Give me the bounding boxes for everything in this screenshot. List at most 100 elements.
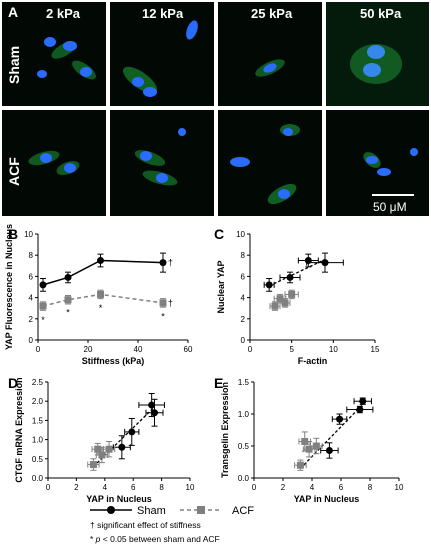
panel-letter-b: B — [8, 226, 19, 242]
chart-b-acf-line — [42, 293, 164, 307]
chart-e-y-tick-label-2: 1.0 — [238, 410, 250, 419]
chart-e-sham-point-2 — [356, 406, 364, 414]
micrograph-sham-2kpa — [2, 2, 106, 106]
chart-e-acf-point-0 — [296, 461, 304, 469]
chart-c-y-tick-label-2: 4 — [241, 294, 246, 303]
legend-note-star: * — [90, 534, 96, 544]
chart-c-acf-point-0 — [271, 302, 279, 310]
chart-b-x-tick-label-3: 60 — [184, 345, 193, 354]
chart-b-y-tick-label-5: 10 — [24, 230, 33, 239]
chart-b-y-tick-label-1: 2 — [29, 315, 34, 324]
scale-bar — [372, 194, 414, 196]
chart-b-annotation-3: * — [66, 307, 70, 317]
chart-d-x-tick-label-4: 8 — [159, 483, 164, 492]
chart-d-ylabel: CTGF mRNA Expression — [14, 377, 24, 482]
panel-letter-e: E — [214, 375, 224, 391]
chart-d-x-tick-label-1: 2 — [74, 483, 79, 492]
chart-d-acf-point-1 — [94, 445, 102, 453]
micrograph-acf-2kpa — [2, 110, 106, 216]
legend-sham-marker — [107, 506, 115, 514]
chart-b-x-tick-label-0: 0 — [36, 345, 41, 354]
column-label-50kpa: 50 kPa — [360, 6, 402, 21]
micrograph-sham-50kpa — [326, 2, 429, 106]
chart-c-acf-point-3 — [288, 290, 296, 298]
chart-d-xlabel: YAP in Nucleus — [86, 494, 152, 504]
chart-b-xlabel: Stiffness (kPa) — [82, 356, 145, 366]
legend-note-stiffness: † significant effect of stiffness — [90, 520, 201, 530]
panel-letter-d: D — [8, 375, 19, 391]
chart-d-y-tick-label-5: 2.5 — [32, 378, 44, 387]
chart-e-fit-line — [299, 403, 364, 469]
chart-b-acf-point-0 — [39, 302, 47, 310]
chart-e-x-tick-label-1: 2 — [281, 483, 286, 492]
chart-b-annotation-4: * — [99, 303, 103, 313]
micrograph-sham-25kpa — [218, 2, 322, 106]
chart-e-x-tick-label-4: 8 — [368, 483, 373, 492]
chart-d-y-tick-label-4: 2.0 — [32, 397, 44, 406]
chart-b-y-tick-label-2: 4 — [29, 294, 34, 303]
chart-d-y-tick-label-3: 1.5 — [32, 416, 44, 425]
chart-c-y-tick-label-1: 2 — [241, 315, 246, 324]
chart-d-sham-point-3 — [151, 409, 158, 417]
column-label-12kpa: 12 kPa — [142, 6, 184, 21]
legend-note-p: * p < 0.05 between sham and ACF — [90, 534, 220, 544]
chart-b-x-tick-label-2: 40 — [134, 345, 143, 354]
chart-b-sham-point-0 — [39, 281, 47, 289]
chart-c-y-tick-label-3: 6 — [241, 272, 246, 281]
chart-b-annotation-2: * — [41, 315, 45, 325]
chart-b-x-tick-label-1: 20 — [84, 345, 93, 354]
micrograph-sham-12kpa — [110, 2, 214, 106]
chart-e-sham-point-0 — [325, 446, 333, 454]
chart-c-y-tick-label-0: 0 — [241, 336, 246, 345]
panel-letter-c: C — [214, 226, 225, 242]
chart-d-y-tick-label-2: 1.0 — [32, 436, 44, 445]
chart-b-acf-point-3 — [159, 299, 167, 307]
chart-d-x-tick-label-0: 0 — [46, 483, 51, 492]
chart-e-sham-point-3 — [359, 397, 367, 405]
chart-c-acf-point-2 — [281, 299, 289, 307]
chart-d-acf-point-2 — [98, 451, 106, 459]
chart-d-fit-line — [92, 406, 155, 467]
column-label-2kpa: 2 kPa — [46, 6, 80, 21]
chart-d-acf-point-0 — [89, 461, 97, 469]
chart-d-x-tick-label-5: 10 — [186, 483, 195, 492]
chart-c-y-tick-label-5: 10 — [236, 230, 245, 239]
scale-bar-label: 50 μM — [373, 200, 407, 214]
legend-acf-marker — [197, 506, 205, 514]
chart-c-xlabel: F-actin — [298, 356, 328, 366]
legend: Sham ACF † significant effect of stiffne… — [90, 505, 254, 544]
chart-b-annotation-5: * — [161, 312, 165, 322]
chart-b-y-tick-label-3: 6 — [29, 272, 34, 281]
chart-b-acf-point-1 — [64, 296, 72, 304]
chart-c-ylabel: Nuclear YAP — [216, 260, 226, 313]
chart-c-y-tick-label-4: 8 — [241, 251, 246, 260]
chart-e-x-tick-label-0: 0 — [252, 483, 257, 492]
chart-e-acf-point-3 — [312, 442, 320, 450]
chart-b-sham-line — [42, 259, 164, 286]
chart-b-acf-point-2 — [97, 290, 104, 298]
micrograph-acf-12kpa — [110, 110, 214, 216]
chart-e-ylabel: Transgelin Expression — [220, 382, 230, 478]
chart-d-x-tick-label-3: 6 — [131, 483, 136, 492]
micrograph-acf-50kpa — [326, 110, 429, 216]
chart-d-acf-point-3 — [105, 445, 113, 453]
legend-sham-label: Sham — [137, 505, 166, 517]
chart-d-sham-point-2 — [148, 401, 156, 409]
chart-c-x-tick-label-3: 15 — [371, 345, 380, 354]
chart-e-acf-point-1 — [301, 438, 309, 446]
chart-d-y-tick-label-1: 0.5 — [32, 455, 44, 464]
chart-b-annotation-0: † — [168, 258, 173, 268]
chart-c-x-tick-label-0: 0 — [248, 345, 253, 354]
chart-e-acf-point-2 — [305, 445, 313, 453]
chart-b-sham-point-1 — [64, 273, 72, 281]
chart-b-annotation-1: † — [168, 298, 173, 308]
chart-b-sham-point-2 — [97, 257, 104, 264]
chart-c-x-tick-label-2: 10 — [329, 345, 338, 354]
chart-d-sham-point-1 — [128, 428, 136, 436]
chart-c-sham-point-0 — [265, 281, 273, 289]
legend-note-p-italic: p — [95, 534, 101, 544]
chart-e-y-tick-label-0: 0.0 — [238, 474, 250, 483]
chart-b-y-tick-label-0: 0 — [29, 336, 34, 345]
panel-letter-a: A — [8, 4, 19, 20]
chart-e-x-tick-label-5: 10 — [395, 483, 404, 492]
